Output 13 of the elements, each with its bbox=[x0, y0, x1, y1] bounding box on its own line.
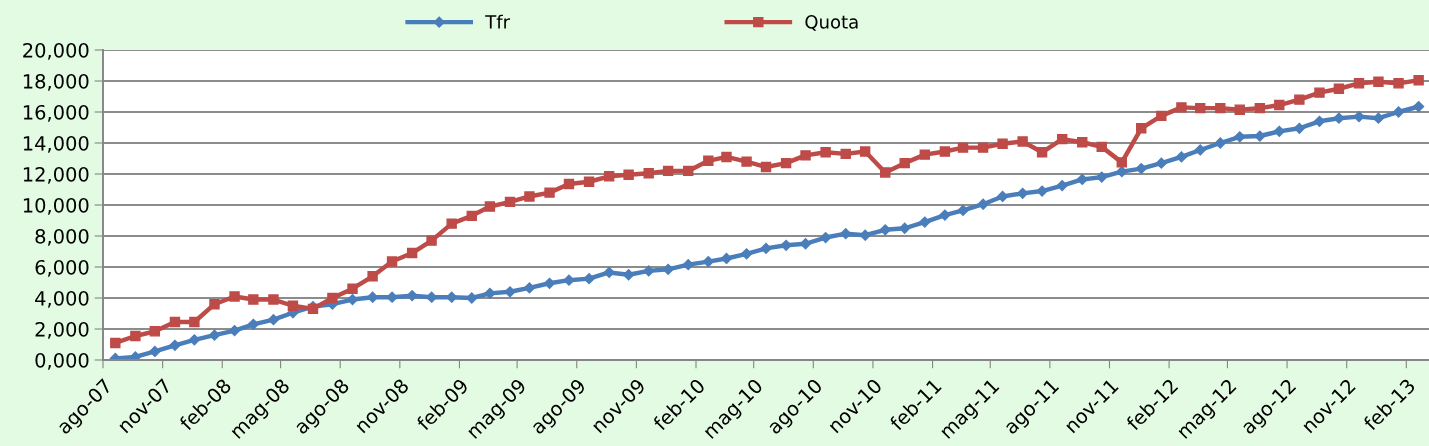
y-tick-label: 10,000 bbox=[23, 197, 89, 215]
y-tick-label: 12,000 bbox=[23, 166, 89, 184]
y-tick-label: 4,000 bbox=[35, 290, 89, 308]
y-tick-label: 0,000 bbox=[35, 352, 89, 370]
y-tick-label: 20,000 bbox=[23, 42, 89, 60]
y-tick-label: 6,000 bbox=[35, 259, 89, 277]
legend-label: Tfr bbox=[485, 14, 511, 29]
y-tick-label: 2,000 bbox=[35, 321, 89, 339]
y-tick-label: 8,000 bbox=[35, 228, 89, 246]
y-tick-label: 16,000 bbox=[23, 104, 89, 122]
y-tick-label: 14,000 bbox=[23, 135, 89, 153]
legend-label: Quota bbox=[805, 15, 858, 31]
y-tick-label: 18,000 bbox=[23, 73, 89, 91]
